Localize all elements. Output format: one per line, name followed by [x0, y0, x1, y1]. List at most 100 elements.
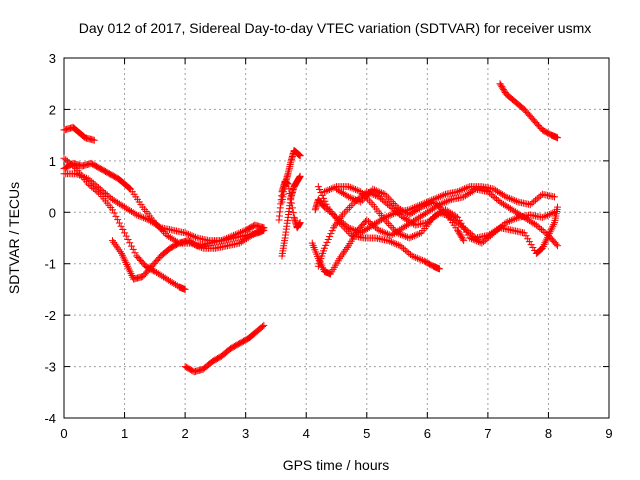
data-point [439, 199, 447, 207]
data-point [461, 185, 469, 193]
data-point [394, 209, 402, 217]
data-point [507, 216, 515, 224]
data-point [378, 196, 386, 204]
data-point [345, 183, 353, 191]
data-point [296, 219, 304, 227]
data-point [499, 86, 507, 94]
data-point [228, 232, 236, 240]
data-point [485, 233, 493, 241]
data-point [238, 228, 246, 236]
x-tick-label: 4 [303, 426, 310, 441]
data-point [454, 213, 462, 221]
data-point [112, 212, 120, 220]
data-point [419, 202, 427, 210]
data-point [100, 188, 108, 196]
data-point [72, 170, 80, 178]
data-point [342, 207, 350, 215]
data-point [117, 222, 125, 230]
data-point [459, 235, 467, 243]
data-point [455, 216, 463, 224]
data-point [326, 233, 334, 241]
data-point [181, 285, 189, 293]
data-point [110, 209, 118, 217]
data-point [393, 240, 401, 248]
data-point [372, 187, 380, 195]
data-point [486, 189, 494, 197]
y-tick-label: -2 [44, 308, 56, 323]
data-point [366, 219, 374, 227]
data-point [385, 202, 393, 210]
data-point [428, 199, 436, 207]
data-point [551, 208, 558, 216]
data-point [500, 87, 508, 95]
data-point [478, 239, 486, 247]
data-point [380, 197, 388, 205]
data-point [84, 175, 92, 183]
data-point [122, 232, 130, 240]
data-point [464, 231, 472, 239]
data-point [62, 156, 70, 164]
chart-title: Day 012 of 2017, Sidereal Day-to-day VTE… [79, 20, 592, 36]
data-point [188, 232, 196, 240]
data-point [320, 194, 328, 202]
data-point [124, 235, 132, 243]
data-point [446, 196, 454, 204]
data-point [467, 235, 475, 243]
data-point [459, 222, 467, 230]
data-point [284, 180, 292, 188]
data-point [408, 252, 416, 260]
y-tick-label: 1 [49, 154, 56, 169]
data-point [314, 183, 322, 191]
data-point [382, 199, 390, 207]
data-point [386, 237, 394, 245]
x-tick-label: 1 [121, 426, 128, 441]
data-point [115, 219, 123, 227]
data-point [386, 222, 394, 230]
data-point [431, 199, 439, 207]
data-point [233, 230, 241, 238]
data-point [127, 242, 135, 250]
data-point [77, 172, 85, 180]
data-point [440, 207, 448, 215]
data-point [371, 186, 379, 194]
data-point [421, 202, 429, 210]
data-point [536, 224, 544, 232]
data-point [462, 228, 470, 236]
data-point [126, 239, 134, 247]
x-tick-label: 2 [181, 426, 188, 441]
data-point [102, 190, 110, 198]
data-point [456, 231, 464, 239]
data-point [363, 216, 371, 224]
series-arc-15 [333, 185, 468, 245]
data-point [497, 81, 505, 89]
data-point [105, 192, 113, 200]
data-point [181, 229, 189, 237]
data-point [81, 173, 89, 181]
data-point [511, 215, 519, 223]
data-point [285, 185, 293, 193]
data-point [462, 184, 470, 192]
data-point [499, 84, 507, 92]
data-point [133, 211, 141, 219]
data-point [506, 217, 514, 225]
data-point [141, 215, 149, 223]
data-point [528, 199, 536, 207]
data-point [322, 241, 330, 249]
data-point [353, 186, 361, 194]
data-point [454, 188, 462, 196]
data-point [512, 197, 520, 205]
data-point [378, 228, 386, 236]
data-point [551, 193, 558, 201]
data-point [371, 191, 379, 199]
data-point [457, 219, 465, 227]
data-point [371, 223, 379, 231]
y-tick-label: -1 [44, 257, 56, 272]
data-point [340, 209, 348, 217]
data-point [183, 230, 191, 238]
data-point [322, 187, 330, 195]
data-point [497, 223, 505, 231]
data-point [185, 230, 193, 238]
data-point [219, 236, 227, 244]
data-point [544, 211, 552, 219]
data-point [410, 232, 418, 240]
